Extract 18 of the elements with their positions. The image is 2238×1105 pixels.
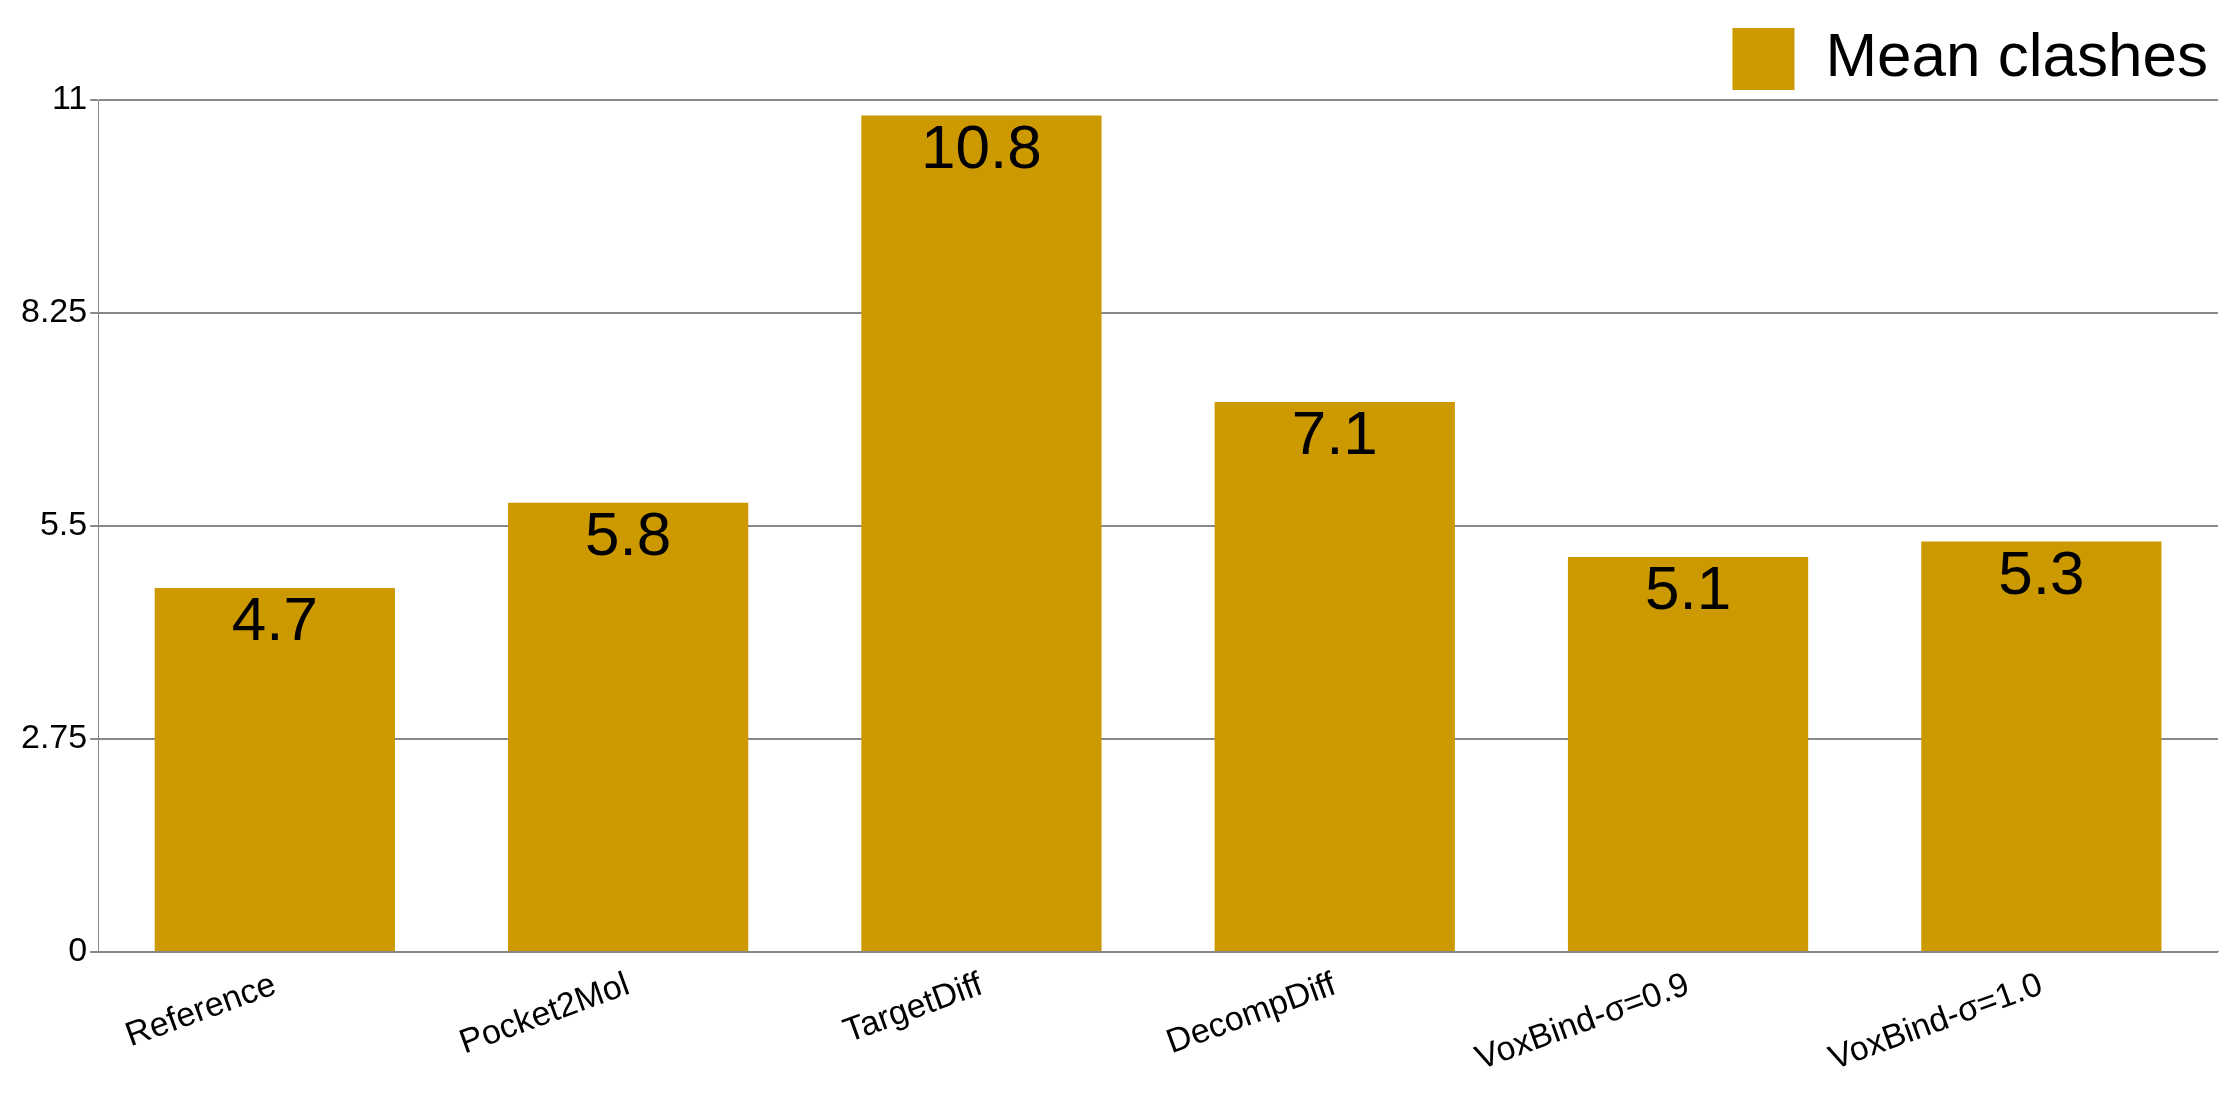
data-label: 5.8 bbox=[585, 498, 672, 568]
bar bbox=[1567, 556, 1809, 951]
data-label: 4.7 bbox=[231, 584, 318, 654]
y-tick-label: 2.75 bbox=[20, 717, 88, 756]
bar bbox=[508, 502, 749, 951]
y-tick-label: 11 bbox=[51, 78, 88, 117]
y-tick-label: 0 bbox=[68, 930, 88, 969]
data-label: 5.1 bbox=[1644, 553, 1732, 623]
bar bbox=[1214, 402, 1455, 951]
bar bbox=[1921, 541, 2162, 951]
bar bbox=[861, 115, 1102, 951]
legend-label: Mean clashes bbox=[1825, 20, 2209, 90]
bar bbox=[154, 587, 395, 951]
y-tick-label: 8.25 bbox=[20, 291, 88, 330]
data-label: 5.3 bbox=[1998, 537, 2085, 607]
y-tick-label: 5.5 bbox=[39, 504, 88, 543]
data-label: 7.1 bbox=[1291, 398, 1378, 468]
data-label: 10.8 bbox=[921, 111, 1042, 181]
